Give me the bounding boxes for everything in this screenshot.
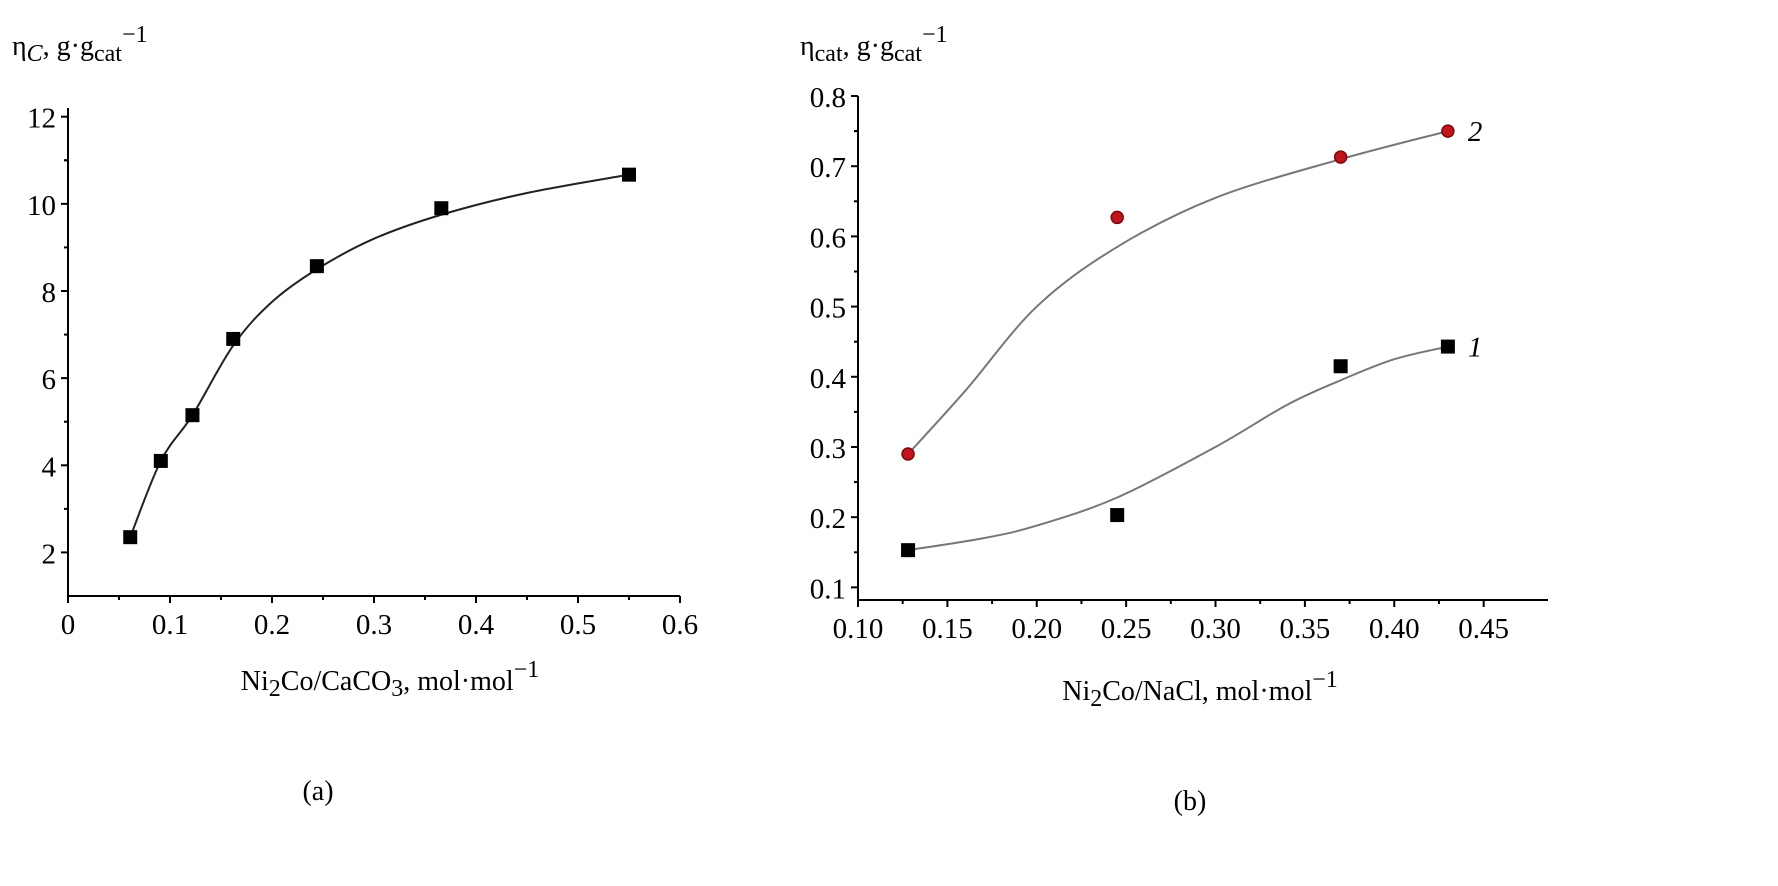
y-tick-label: 4 <box>42 451 57 483</box>
x-tick-label: 0.40 <box>1369 613 1420 645</box>
x-axis-title-part: 3 <box>391 676 403 702</box>
x-axis-title-part: −1 <box>1312 667 1338 693</box>
x-axis-title-part: 2 <box>1090 686 1102 712</box>
y-tick-label: 0.8 <box>810 82 846 114</box>
x-axis-title-part: Ni <box>1062 676 1090 707</box>
y-tick-label: 10 <box>27 190 56 222</box>
x-tick-label: 0.1 <box>152 609 188 641</box>
y-tick-label: 0.5 <box>810 293 846 325</box>
y-axis-title-part: η <box>12 31 27 62</box>
data-point <box>153 453 168 468</box>
data-point <box>1440 339 1455 354</box>
panel-label: (a) <box>302 776 333 807</box>
panel-label: (b) <box>1174 786 1207 817</box>
x-tick-label: 0.6 <box>662 609 698 641</box>
data-point <box>901 543 916 558</box>
data-point <box>123 530 138 545</box>
x-tick-label: 0.4 <box>458 609 495 641</box>
x-axis-title-part: , mol·mol <box>403 666 514 697</box>
x-axis-title-part: Co/CaCO <box>281 666 391 697</box>
y-tick-label: 0.4 <box>810 363 847 395</box>
x-axis-title-part: −1 <box>514 657 540 683</box>
x-tick-label: 0.3 <box>356 609 392 641</box>
x-tick-label: 0.30 <box>1190 613 1241 645</box>
x-tick-label: 0.10 <box>833 613 884 645</box>
series-label: 1 <box>1468 332 1483 364</box>
x-tick-label: 0.45 <box>1458 613 1509 645</box>
y-axis-title-part: , g·g <box>843 31 894 62</box>
y-axis-title-part: −1 <box>922 22 948 48</box>
x-tick-label: 0.15 <box>922 613 973 645</box>
x-tick-label: 0.20 <box>1011 613 1062 645</box>
y-axis-title-part: cat <box>815 41 843 67</box>
y-axis-title-part: C <box>27 41 44 67</box>
fit-curve-2 <box>907 130 1449 455</box>
y-axis-title: ηC, g·gcat−1 <box>12 22 148 67</box>
y-axis-title-part: cat <box>894 41 922 67</box>
fit-curve-0 <box>129 173 630 538</box>
x-axis-title-part: Co/NaCl, mol·mol <box>1102 676 1312 707</box>
x-axis-title-part: 2 <box>269 676 281 702</box>
x-tick-label: 0.2 <box>254 609 290 641</box>
y-tick-label: 0.2 <box>810 503 846 535</box>
x-tick-label: 0.5 <box>560 609 596 641</box>
data-point <box>1110 210 1124 225</box>
data-point <box>1333 359 1348 374</box>
y-tick-label: 2 <box>42 538 57 570</box>
y-axis-title: ηcat, g·gcat−1 <box>800 22 948 67</box>
x-tick-label: 0.35 <box>1280 613 1331 645</box>
chart-panel-b: 0.10 0.15 0.20 0.25 0.30 0.35 0.40 0.45 0.1 0.2 0.… <box>800 22 1548 817</box>
y-axis-title-part: , g·g <box>43 31 94 62</box>
x-axis-title: Ni2Co/CaCO3, mol·mol−1 <box>241 657 539 702</box>
x-tick-label: 0.25 <box>1101 613 1152 645</box>
y-tick-label: 0.6 <box>810 222 846 254</box>
data-point <box>434 201 449 216</box>
y-tick-label: 12 <box>27 103 56 135</box>
data-point <box>185 408 200 423</box>
data-point <box>1110 508 1125 523</box>
data-point <box>622 167 636 182</box>
y-axis-title-part: η <box>800 31 815 62</box>
y-tick-label: 8 <box>42 277 57 309</box>
data-point <box>309 259 324 274</box>
x-tick-label: 0 <box>61 609 76 641</box>
y-axis-title-part: −1 <box>122 22 148 48</box>
series-label: 2 <box>1468 116 1483 148</box>
x-axis-title-part: Ni <box>241 666 269 697</box>
data-point <box>226 331 241 346</box>
data-point <box>901 447 915 461</box>
fit-curve-1 <box>907 345 1449 552</box>
y-tick-label: 0.1 <box>810 573 846 605</box>
y-tick-label: 0.7 <box>810 152 846 184</box>
data-point <box>1333 150 1348 164</box>
data-point <box>1441 124 1455 138</box>
y-axis-title-part: cat <box>94 41 122 67</box>
y-tick-label: 0.3 <box>810 433 846 465</box>
y-tick-label: 6 <box>42 364 57 396</box>
x-axis-title: Ni2Co/NaCl, mol·mol−1 <box>1062 667 1338 712</box>
